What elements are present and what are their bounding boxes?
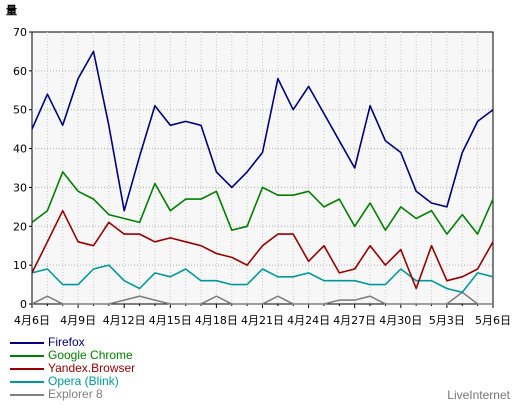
- y-tick-label: 60: [13, 65, 27, 78]
- series-line-firefox: [31, 50, 494, 212]
- y-axis-ticks: 0 10 20 30 40 50 60 70: [13, 26, 32, 311]
- y-tick-label: 40: [13, 143, 27, 156]
- legend-swatch: [10, 393, 44, 396]
- legend-swatch: [10, 341, 44, 344]
- legend-swatch: [10, 354, 44, 357]
- x-tick-label: 4月18日: [195, 314, 238, 327]
- x-tick-label: 4月24日: [287, 314, 330, 327]
- series-line-google-chrome: [31, 171, 494, 235]
- x-axis-ticks: 4月6日 4月9日 4月12日 4月15日 4月18日 4月21日 4月24日 4月27日 4月…: [14, 304, 511, 327]
- y-tick-label: 30: [13, 181, 27, 194]
- legend-item: Firefox: [10, 336, 135, 349]
- x-tick-label: 4月12日: [103, 314, 146, 327]
- legend-item: Opera (Blink): [10, 375, 135, 388]
- y-tick-label: 20: [13, 220, 27, 233]
- branding-label: LiveInternet: [447, 388, 510, 402]
- legend-label: Firefox: [48, 335, 85, 349]
- grid-lines: [32, 32, 493, 304]
- y-tick-label: 70: [13, 26, 27, 39]
- y-tick-label: 10: [13, 259, 27, 272]
- x-tick-label: 5月6日: [475, 314, 511, 327]
- legend-swatch: [10, 380, 44, 383]
- legend-label: Yandex.Browser: [48, 361, 136, 375]
- legend-swatch: [10, 367, 44, 370]
- x-tick-label: 4月9日: [60, 314, 96, 327]
- legend-label: Opera (Blink): [48, 374, 119, 388]
- y-axis-label: 量: [6, 4, 17, 17]
- y-tick-label: 0: [20, 298, 27, 311]
- legend-item: Yandex.Browser: [10, 362, 135, 375]
- legend-label: Google Chrome: [48, 348, 133, 362]
- legend-item: Explorer 8: [10, 388, 135, 401]
- series-line-opera-blink: [31, 264, 494, 294]
- x-tick-label: 4月6日: [14, 314, 50, 327]
- legend: Firefox Google Chrome Yandex.Browser Opera …: [10, 336, 135, 401]
- y-tick-label: 50: [13, 104, 27, 117]
- legend-label: Explorer 8: [48, 387, 103, 401]
- x-tick-label: 5月3日: [429, 314, 465, 327]
- x-tick-label: 4月27日: [333, 314, 376, 327]
- series-line-yandex-browser: [31, 209, 494, 290]
- x-tick-label: 4月15日: [149, 314, 192, 327]
- legend-item: Google Chrome: [10, 349, 135, 362]
- x-tick-label: 4月21日: [241, 314, 284, 327]
- series-line-explorer-8: [31, 291, 493, 305]
- series-lines: [31, 50, 494, 305]
- x-tick-label: 4月30日: [379, 314, 422, 327]
